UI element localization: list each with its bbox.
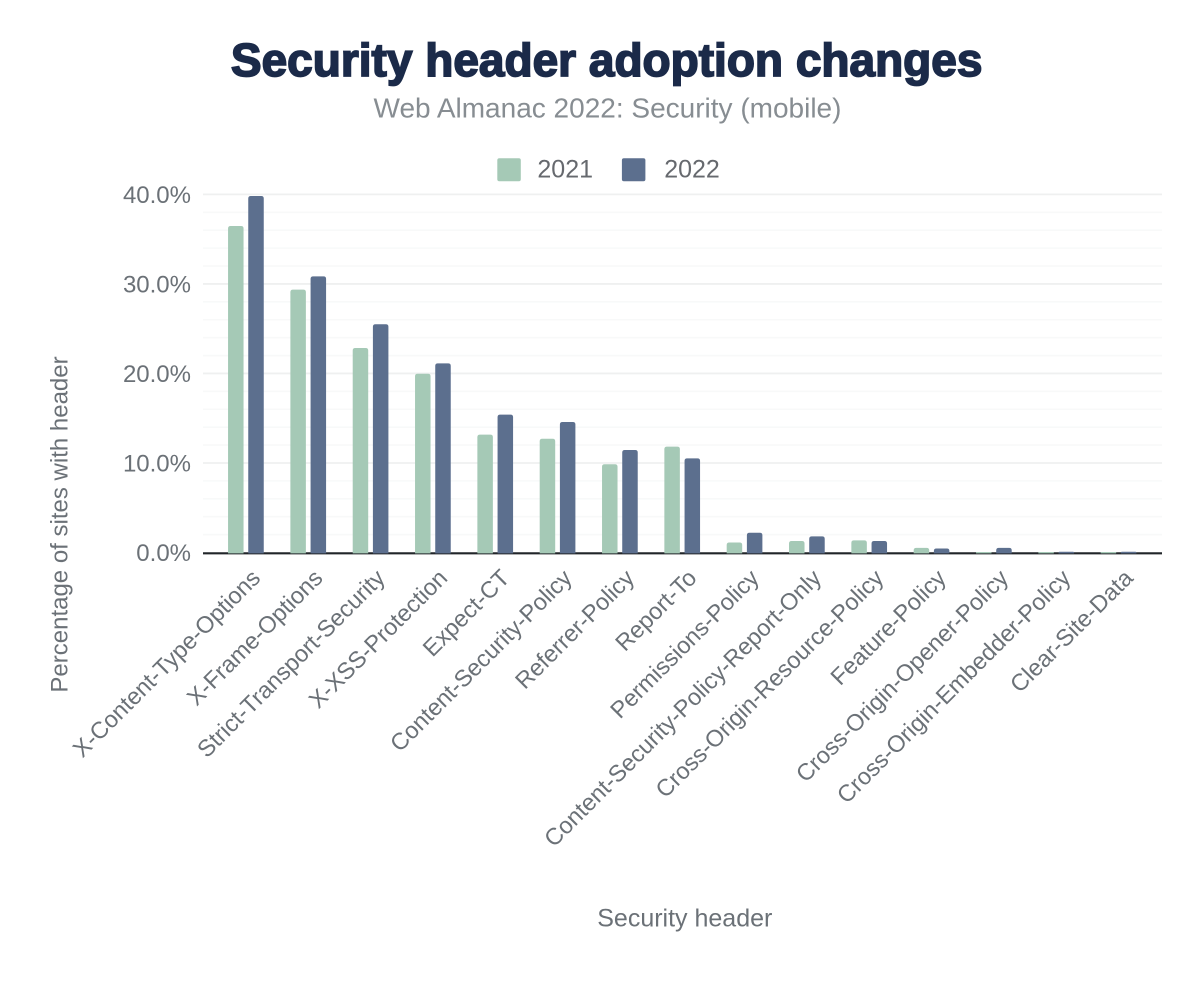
svg-text:Security header adoption chang: Security header adoption changes <box>231 34 983 86</box>
svg-text:Percentage of sites with heade: Percentage of sites with header <box>47 356 74 692</box>
svg-text:0.0%: 0.0% <box>136 540 191 567</box>
svg-text:10.0%: 10.0% <box>123 450 191 477</box>
svg-text:30.0%: 30.0% <box>123 271 191 298</box>
svg-text:40.0%: 40.0% <box>123 182 191 209</box>
svg-text:Security header: Security header <box>597 904 772 932</box>
svg-text:20.0%: 20.0% <box>123 361 191 388</box>
svg-text:2022: 2022 <box>664 155 720 183</box>
svg-text:Web Almanac 2022: Security (mo: Web Almanac 2022: Security (mobile) <box>374 93 842 124</box>
svg-text:2021: 2021 <box>537 155 593 183</box>
